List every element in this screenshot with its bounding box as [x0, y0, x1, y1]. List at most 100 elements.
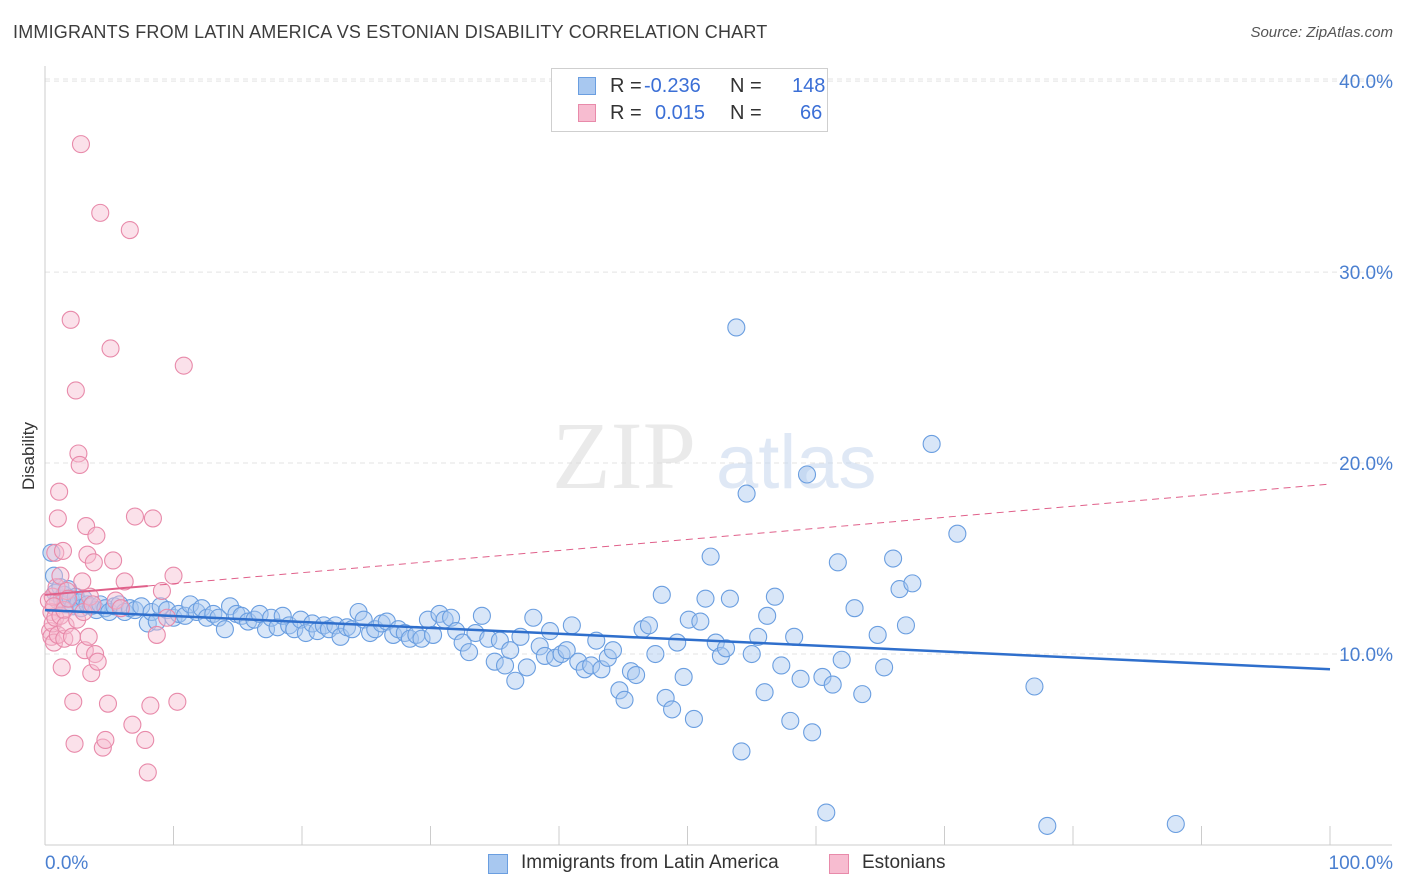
data-point	[56, 616, 75, 635]
data-point	[101, 339, 120, 358]
data-point	[141, 696, 160, 715]
data-point	[896, 616, 916, 635]
data-point	[557, 641, 576, 660]
data-point	[1038, 816, 1057, 835]
trend-line-estonians-solid	[44, 584, 148, 596]
data-point	[123, 715, 142, 734]
series-latin-america	[42, 318, 1185, 835]
data-point	[737, 484, 756, 503]
chart-title: IMMIGRANTS FROM LATIN AMERICA VS ESTONIA…	[13, 22, 768, 42]
data-point	[164, 566, 183, 585]
legend-swatch-pink	[829, 854, 849, 874]
data-point	[75, 641, 94, 660]
data-point	[65, 734, 84, 753]
source-note: Source: ZipAtlas.com	[1250, 24, 1393, 41]
data-point	[125, 507, 144, 526]
x-tick-label: 0.0%	[45, 853, 88, 874]
data-point	[720, 589, 739, 608]
data-point	[147, 625, 166, 644]
data-point	[663, 700, 682, 719]
data-point	[656, 688, 675, 707]
grid-lines	[45, 78, 1392, 655]
data-point	[57, 581, 76, 601]
data-point	[495, 656, 515, 675]
r-label: R =	[610, 75, 642, 97]
data-point	[755, 683, 774, 702]
data-point	[501, 641, 520, 660]
data-point	[59, 589, 78, 608]
data-point	[152, 581, 171, 601]
data-point	[158, 608, 177, 627]
data-point	[96, 730, 115, 750]
data-point	[875, 658, 894, 677]
data-point	[447, 622, 466, 641]
data-point	[684, 709, 703, 729]
data-point	[506, 671, 525, 690]
data-point	[1025, 677, 1044, 696]
data-point	[78, 545, 97, 564]
data-point	[52, 658, 71, 677]
data-point	[181, 595, 200, 614]
data-point	[646, 644, 665, 664]
data-point	[395, 623, 414, 643]
axes	[44, 66, 1392, 846]
data-point	[732, 742, 751, 761]
data-point	[845, 599, 864, 618]
data-point	[922, 434, 941, 454]
data-point	[84, 553, 103, 572]
data-point	[291, 610, 310, 629]
stats-legend: R = -0.236 N = 148 R = 0.015 N = 66	[551, 68, 828, 132]
watermark: ZIP atlas	[552, 402, 877, 509]
data-point	[868, 625, 887, 644]
data-point	[412, 629, 431, 648]
data-point	[459, 643, 479, 662]
data-point	[70, 455, 89, 475]
data-point	[46, 543, 65, 562]
data-point	[83, 595, 102, 614]
data-point	[627, 665, 646, 685]
data-point	[430, 604, 449, 623]
data-point	[50, 482, 69, 501]
data-point	[326, 616, 345, 635]
data-point	[765, 587, 784, 606]
data-point	[71, 135, 91, 154]
series-estonians	[39, 135, 193, 782]
r-value: -0.236	[644, 75, 701, 97]
y-tick-label: 40.0%	[1339, 72, 1393, 93]
data-point	[696, 589, 715, 608]
data-point	[530, 637, 549, 656]
data-point	[832, 650, 851, 669]
data-point	[517, 658, 536, 677]
watermark-atlas: atlas	[716, 420, 877, 505]
data-point	[120, 221, 139, 240]
legend-swatch-blue	[578, 77, 596, 95]
data-point	[674, 667, 693, 686]
n-value: 66	[800, 102, 823, 124]
data-point	[652, 585, 671, 604]
data-point	[442, 608, 461, 627]
data-point	[250, 604, 269, 623]
data-point	[69, 444, 88, 463]
data-point	[215, 620, 234, 639]
y-tick-label: 20.0%	[1339, 454, 1393, 475]
data-point	[948, 524, 967, 543]
data-point	[87, 526, 106, 545]
data-point	[138, 763, 157, 782]
data-point	[615, 690, 634, 709]
data-point	[785, 627, 804, 646]
trend-line-latin-america	[44, 608, 1331, 671]
data-point	[758, 606, 777, 625]
data-point	[143, 509, 162, 528]
y-tick-label: 10.0%	[1339, 645, 1393, 666]
data-point	[668, 633, 687, 652]
data-point	[701, 547, 720, 566]
data-point	[817, 803, 836, 822]
data-point	[136, 730, 155, 750]
data-point	[147, 612, 166, 631]
r-value: 0.015	[655, 102, 706, 124]
trend-lines	[44, 483, 1331, 671]
data-point	[485, 652, 504, 671]
data-point	[115, 572, 134, 591]
data-point	[524, 608, 543, 627]
